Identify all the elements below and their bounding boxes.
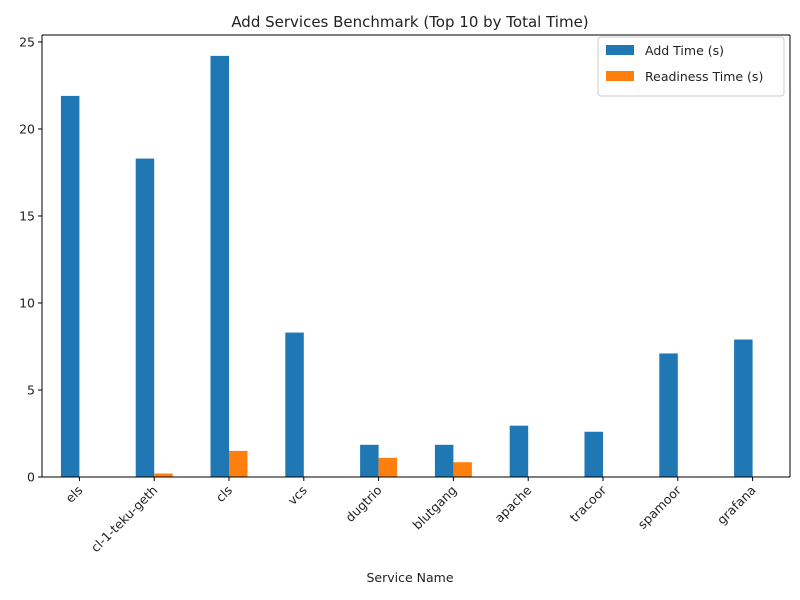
legend-label-readiness-time: Readiness Time (s) — [645, 69, 763, 84]
legend-swatch-add-time — [606, 45, 634, 55]
chart-title: Add Services Benchmark (Top 10 by Total … — [231, 13, 588, 31]
bar-add-time-spamoor — [659, 353, 678, 477]
legend: Add Time (s) Readiness Time (s) — [597, 36, 785, 97]
bar-add-time-cl-1-teku-geth — [135, 158, 155, 477]
x-axis-title: Service Name — [366, 570, 453, 585]
bar-add-time-apache — [509, 425, 529, 477]
y-tick-label-25: 25 — [19, 34, 35, 49]
bar-add-time-dugtrio — [360, 444, 379, 477]
bar-add-time-cls — [210, 55, 229, 477]
legend-label-add-time: Add Time (s) — [645, 43, 724, 58]
y-tick-label-5: 5 — [27, 382, 35, 397]
legend-swatch-readiness-time — [606, 71, 634, 81]
legend-frame — [597, 36, 785, 97]
bar-readiness-time-dugtrio — [378, 457, 398, 477]
y-tick-label-10: 10 — [19, 295, 35, 310]
y-tick-label-0: 0 — [27, 470, 35, 485]
y-tick-label-20: 20 — [19, 121, 35, 136]
bar-readiness-time-cls — [229, 450, 248, 477]
bar-add-time-grafana — [734, 339, 753, 477]
bar-add-time-tracoor — [584, 431, 603, 477]
y-tick-label-15: 15 — [19, 208, 35, 223]
bar-add-time-els — [60, 95, 80, 477]
bar-readiness-time-cl-1-teku-geth — [154, 473, 173, 477]
bar-add-time-blutgang — [434, 444, 454, 477]
bar-add-time-vcs — [285, 332, 304, 477]
bar-readiness-time-blutgang — [453, 462, 472, 477]
